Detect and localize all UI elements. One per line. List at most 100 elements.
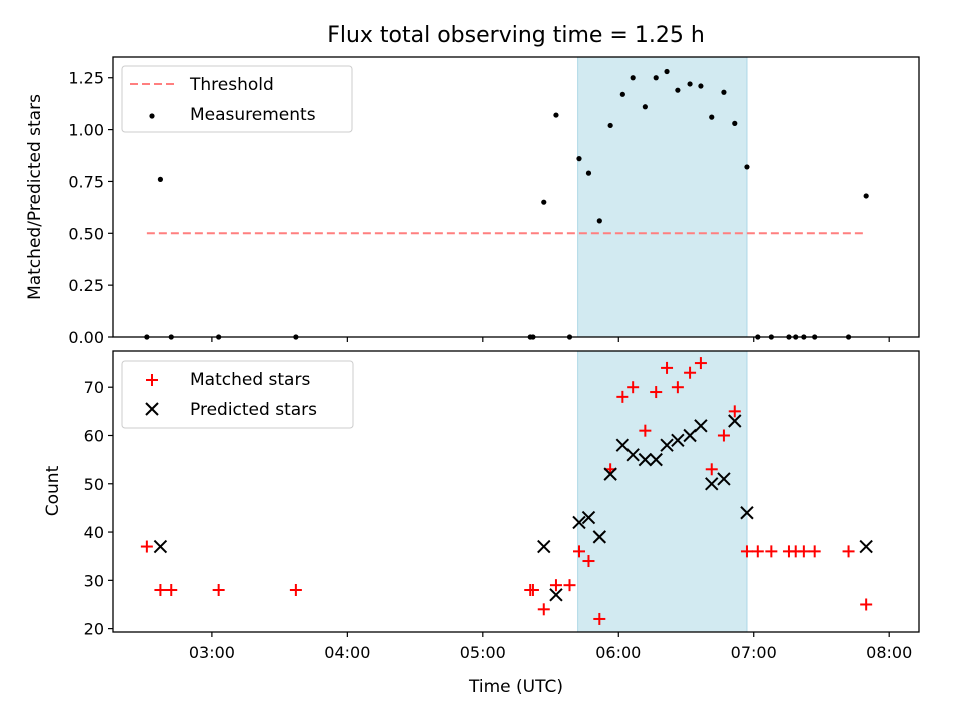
measurements-point: [541, 199, 547, 205]
ratio-y-tick-label: 0.25: [68, 276, 104, 295]
measurements-point: [698, 83, 704, 89]
predicted-stars-point: [615, 438, 630, 452]
legend-predicted-swatch: [145, 402, 159, 416]
count-y-axis-label: Count: [43, 465, 63, 516]
matched-stars-point: [728, 405, 741, 418]
matched-stars-point: [537, 603, 550, 616]
matched-stars-point: [140, 540, 153, 553]
count-x-tick-label: 03:00: [189, 643, 235, 662]
predicted-stars-point: [592, 530, 607, 544]
predicted-stars-point: [694, 419, 708, 433]
measurements-point: [585, 170, 592, 176]
matched-stars-point: [751, 545, 764, 558]
predicted-stars-series: [153, 414, 873, 602]
matched-stars-point: [549, 579, 562, 592]
measurements-point: [709, 114, 715, 120]
matched-stars-point: [165, 583, 178, 596]
ratio-y-tick-label: 1.25: [68, 69, 104, 88]
matched-stars-point: [797, 545, 810, 558]
predicted-stars-point: [537, 539, 551, 554]
measurements-point: [576, 156, 582, 162]
count-x-tick-label: 05:00: [460, 643, 506, 662]
matched-stars-point: [694, 357, 707, 370]
count-legend-box: [121, 360, 354, 429]
legend-measurements-label: Measurements: [190, 105, 316, 125]
measurements-point: [675, 87, 681, 93]
matched-stars-point: [627, 381, 640, 394]
matched-stars-point: [705, 463, 718, 476]
legend-predicted-label: Predicted stars: [190, 400, 317, 420]
x-axis-label: Time (UTC): [468, 677, 563, 697]
count-legend: Matched stars Predicted stars: [121, 360, 354, 429]
predicted-stars-point: [728, 414, 742, 428]
measurements-point: [653, 75, 659, 81]
legend-matched-label: Matched stars: [190, 370, 310, 390]
legend-matched-swatch: [146, 374, 158, 386]
count-x-tick-label: 06:00: [595, 643, 641, 662]
matched-stars-point: [526, 583, 539, 596]
ratio-y-tick-label: 0.75: [68, 172, 104, 191]
matched-stars-point: [740, 545, 753, 558]
count-y-tick-label: 50: [84, 475, 104, 494]
count-y-tick-label: 20: [84, 620, 104, 639]
matched-stars-series: [140, 357, 873, 625]
predicted-stars-point: [717, 472, 731, 486]
count-y-tick-label: 30: [84, 571, 104, 590]
matched-stars-point: [650, 386, 663, 399]
ratio-legend: Threshold Measurements: [121, 65, 353, 133]
measurements-point: [732, 120, 738, 126]
ratio-observing-span: [577, 56, 748, 338]
count-y-tick-label: 60: [84, 426, 104, 445]
predicted-stars-point: [683, 428, 697, 443]
matched-stars-point: [582, 555, 595, 568]
ratio-panel-frame: [112, 56, 920, 338]
ratio-panel: 0.00 0.25 0.50 0.75 1.00 1.25 Matched/Predict…: [25, 56, 920, 347]
measurements-point: [596, 218, 602, 224]
count-y-tick-label: 70: [84, 378, 104, 397]
ratio-y-tick-label: 1.00: [68, 121, 104, 140]
predicted-stars-point: [603, 467, 617, 481]
matched-stars-point: [842, 545, 855, 558]
count-observing-span: [577, 350, 748, 633]
predicted-stars-point: [859, 539, 873, 554]
matched-stars-point: [563, 579, 576, 592]
predicted-stars-point: [740, 506, 754, 520]
chart-title: Flux total observing time = 1.25 h: [327, 23, 705, 48]
matched-stars-point: [593, 612, 606, 625]
ratio-legend-box: [121, 65, 353, 133]
count-x-tick-label: 04:00: [324, 643, 370, 662]
measurements-point: [664, 68, 670, 75]
matched-stars-point: [212, 583, 225, 596]
predicted-stars-point: [638, 452, 653, 467]
matched-stars-point: [765, 545, 778, 558]
matched-stars-point: [717, 429, 730, 442]
measurements-point: [687, 81, 693, 87]
measurements-point: [157, 176, 164, 182]
measurements-point: [721, 89, 727, 95]
predicted-stars-point: [660, 438, 674, 452]
count-panel: 20 30 40 50 60 70 03:00 04:00 05:00 06:00 07:00 08…: [43, 350, 920, 697]
ratio-y-tick-label: 0.00: [68, 328, 104, 347]
ratio-y-axis-label: Matched/Predicted stars: [25, 94, 45, 300]
count-y-tick-label: 40: [84, 523, 104, 542]
measurements-point: [607, 122, 613, 129]
ratio-y-tick-label: 0.50: [68, 224, 104, 243]
measurements-point: [630, 75, 636, 81]
predicted-stars-point: [572, 515, 586, 530]
matched-stars-point: [808, 545, 821, 558]
matched-stars-point: [671, 381, 684, 394]
predicted-stars-point: [649, 452, 663, 467]
predicted-stars-point: [581, 510, 596, 525]
predicted-stars-point: [705, 477, 719, 491]
count-x-tick-label: 07:00: [731, 643, 777, 662]
matched-stars-point: [616, 390, 629, 403]
matched-stars-point: [860, 598, 873, 611]
matched-stars-point: [684, 366, 697, 379]
measurements-point: [553, 112, 559, 118]
matched-stars-point: [639, 424, 652, 437]
matched-stars-point: [289, 583, 302, 596]
count-panel-frame: [112, 350, 920, 633]
matched-stars-point: [572, 545, 585, 558]
predicted-stars-point: [626, 448, 640, 462]
